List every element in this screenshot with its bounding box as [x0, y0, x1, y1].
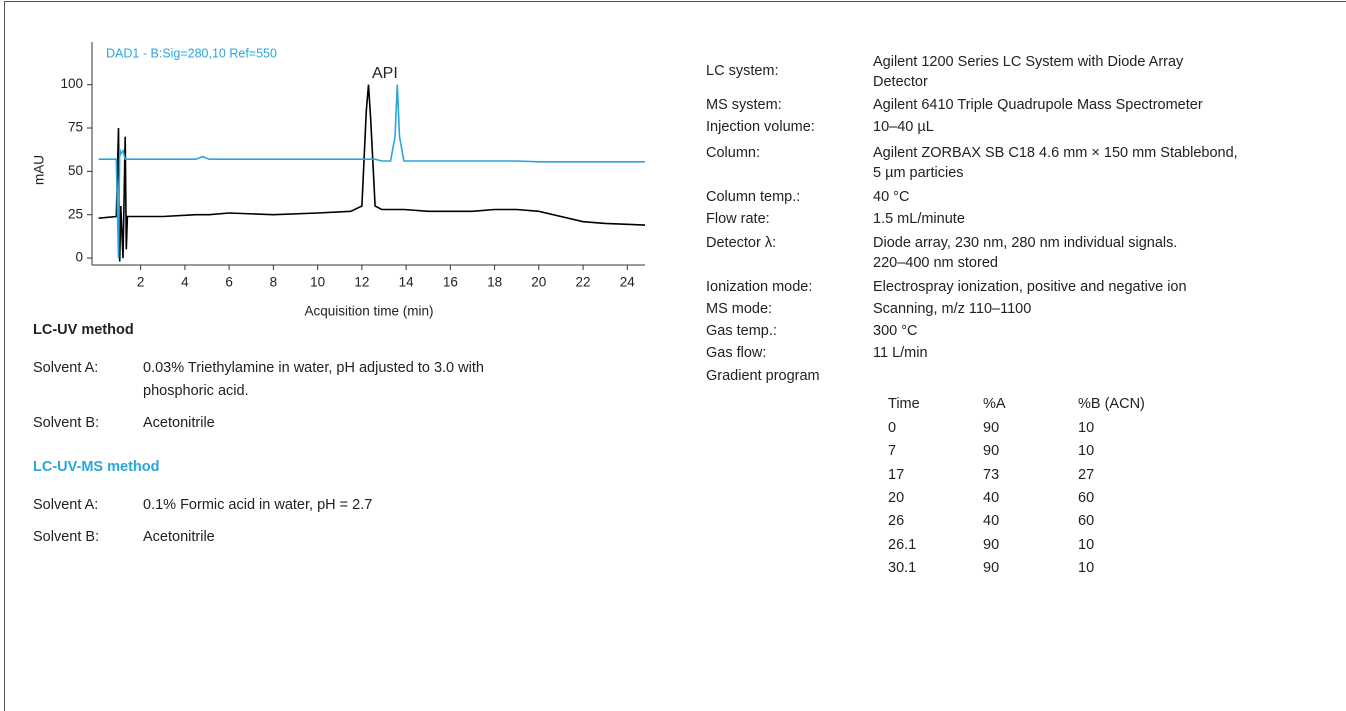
y-tick-label: 0: [75, 250, 83, 265]
table-cell: 90: [983, 420, 1000, 436]
label: Ionization mode:: [706, 279, 813, 295]
value: 220–400 nm stored: [873, 255, 998, 271]
table-cell: 90: [983, 559, 1000, 576]
table-cell: 17: [888, 466, 905, 483]
table-cell: 90: [983, 536, 1000, 553]
label: Flow rate:: [706, 211, 770, 227]
table-cell: 27: [1078, 466, 1095, 483]
table-cell: 30.1: [888, 559, 917, 576]
table-header: Time: [888, 396, 920, 412]
value: Agilent ZORBAX SB C18 4.6 mm × 150 mm St…: [873, 145, 1238, 161]
value: Electrospray ionization, positive and ne…: [873, 279, 1187, 295]
label: Solvent B:: [33, 529, 100, 545]
value: 10–40 µL: [873, 119, 934, 135]
label: Solvent B:: [33, 415, 100, 431]
table-cell: 10: [1078, 443, 1095, 460]
x-tick-label: 20: [531, 275, 546, 290]
annotation: DAD1 - B:Sig=280,10 Ref=550: [106, 46, 277, 60]
x-tick-label: 12: [354, 275, 369, 290]
x-tick-label: 4: [181, 275, 189, 290]
x-tick-label: 18: [487, 275, 502, 290]
table-cell: 26.1: [888, 536, 917, 553]
table-cell: 26: [888, 513, 905, 530]
value: Acetonitrile: [143, 415, 215, 431]
x-tick-label: 16: [443, 275, 458, 290]
x-tick-label: 22: [576, 275, 591, 290]
annotation: API: [372, 65, 398, 82]
label: Gas temp.:: [706, 323, 777, 339]
x-tick-label: 2: [137, 275, 145, 290]
table-cell: 0: [888, 420, 897, 436]
trace: [98, 84, 645, 259]
x-axis-label: Acquisition time (min): [304, 304, 433, 319]
value: Scanning, m/z 110–1100: [873, 301, 1032, 317]
frame: [4, 1, 1346, 711]
table-header: %A: [983, 396, 1006, 412]
label: MS mode:: [706, 301, 773, 317]
x-tick-label: 24: [620, 275, 636, 290]
label: Detector λ:: [706, 235, 777, 251]
section-title: LC-UV-MS method: [33, 459, 160, 475]
label: Column temp.:: [706, 189, 801, 205]
label: Column:: [706, 145, 760, 161]
value: Detector: [873, 74, 928, 90]
value: 11 L/min: [873, 345, 928, 361]
table-cell: 40: [983, 489, 1000, 506]
label: LC system:: [706, 63, 779, 79]
table-cell: 60: [1078, 489, 1095, 506]
x-tick-label: 14: [399, 275, 415, 290]
y-tick-label: 75: [68, 120, 83, 135]
table-cell: 73: [983, 466, 1000, 483]
x-tick-label: 10: [310, 275, 325, 290]
value: 300 °C: [873, 323, 918, 339]
table-cell: 20: [888, 489, 905, 506]
value: 40 °C: [873, 189, 910, 205]
trace: [98, 84, 646, 262]
table-header: %B (ACN): [1078, 396, 1145, 412]
table-cell: 10: [1078, 536, 1095, 553]
y-tick-label: 50: [68, 163, 83, 178]
section-title: LC-UV method: [33, 322, 134, 338]
table-cell: 90: [983, 443, 1000, 460]
value: Diode array, 230 nm, 280 nm individual s…: [873, 235, 1178, 251]
y-tick-label: 100: [60, 76, 83, 91]
label: Injection volume:: [706, 119, 815, 135]
label: MS system:: [706, 97, 782, 113]
x-tick-label: 8: [270, 275, 278, 290]
value: phosphoric acid.: [143, 383, 249, 399]
value: 1.5 mL/minute: [873, 211, 965, 227]
table-cell: 10: [1078, 559, 1095, 576]
y-tick-label: 25: [68, 206, 83, 221]
y-axis-label: mAU: [32, 155, 47, 185]
table-cell: 10: [1078, 420, 1095, 436]
label: Gradient program: [706, 368, 820, 384]
label: Gas flow:: [706, 345, 767, 361]
label: Solvent A:: [33, 360, 99, 376]
value: Agilent 1200 Series LC System with Diode…: [873, 54, 1184, 70]
label: Solvent A:: [33, 497, 99, 513]
table-cell: 40: [983, 513, 1000, 530]
value: 0.1% Formic acid in water, pH = 2.7: [143, 497, 373, 513]
table-cell: 7: [888, 443, 897, 460]
x-tick-label: 6: [225, 275, 233, 290]
table-cell: 60: [1078, 513, 1095, 530]
value: Acetonitrile: [143, 529, 215, 545]
value: 0.03% Triethylamine in water, pH adjuste…: [143, 360, 484, 376]
value: Agilent 6410 Triple Quadrupole Mass Spec…: [873, 97, 1203, 113]
value: 5 µm particies: [873, 165, 964, 181]
